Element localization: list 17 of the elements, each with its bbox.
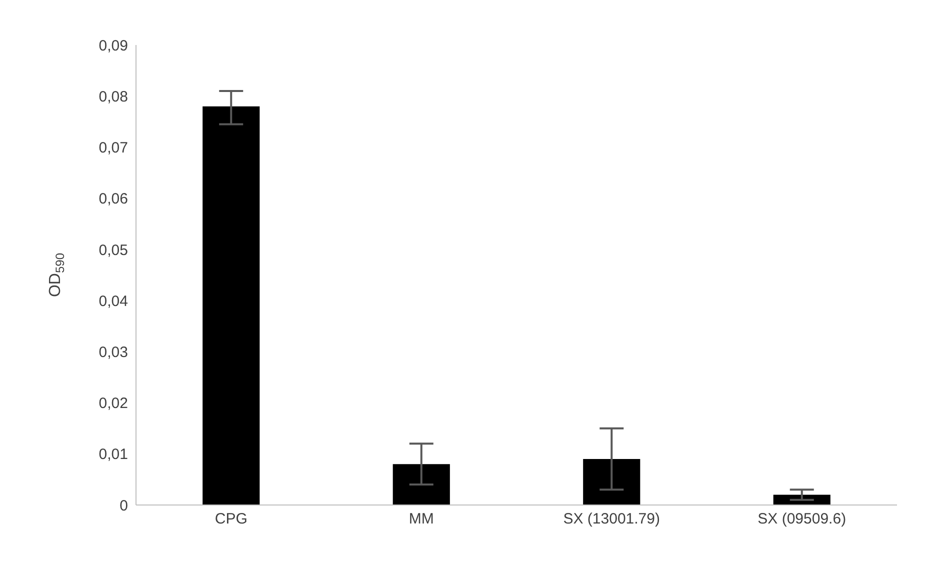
x-tick-label: SX (13001.79) <box>563 510 660 528</box>
y-tick-label: 0,05 <box>98 242 128 259</box>
x-tick-label: CPG <box>214 510 248 528</box>
bar <box>202 106 260 505</box>
x-tick-label: MM <box>408 510 434 528</box>
bar <box>392 464 450 505</box>
y-tick-label: 0,08 <box>98 88 128 106</box>
y-tick-label: 0,07 <box>98 140 128 157</box>
y-tick-label: 0,04 <box>98 292 128 310</box>
y-tick-label: 0 <box>120 497 128 514</box>
bar <box>583 459 640 505</box>
x-tick-label: SX (09509.6) <box>758 510 846 528</box>
y-tick-label: 0,03 <box>98 344 128 361</box>
y-tick-label: 0,01 <box>98 446 128 464</box>
y-tick-label: 0,09 <box>98 37 128 54</box>
y-tick-label: 0,02 <box>98 395 128 412</box>
y-tick-label: 0,06 <box>98 190 128 208</box>
